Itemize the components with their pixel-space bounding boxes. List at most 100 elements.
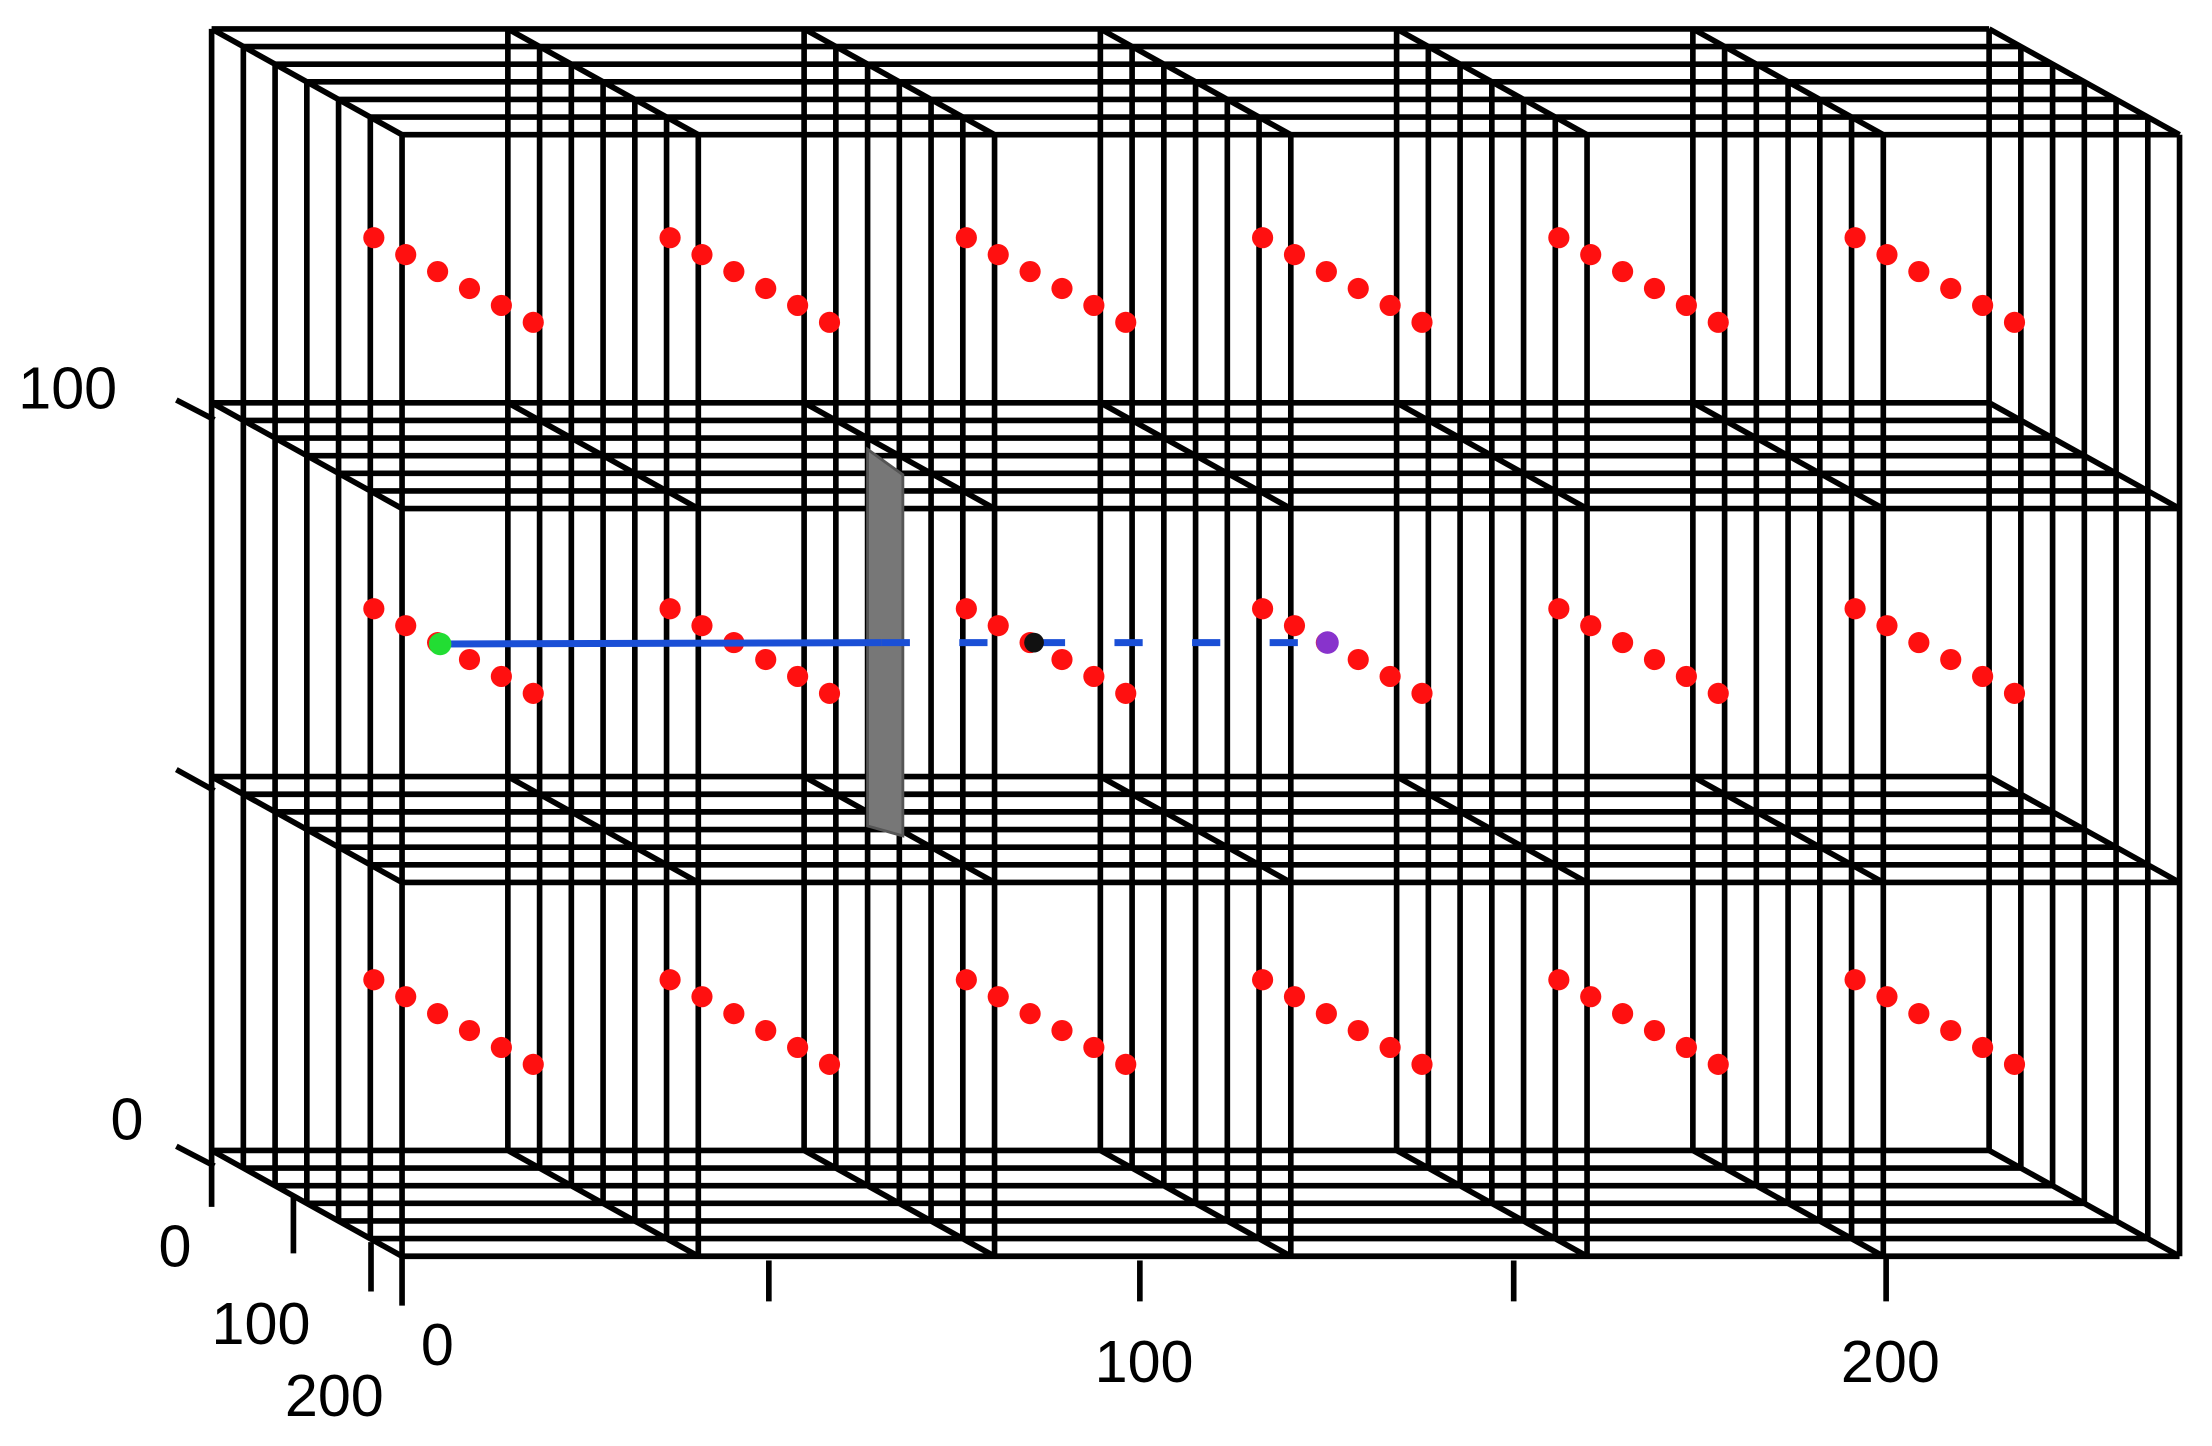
red-dot bbox=[1972, 1036, 1994, 1059]
red-dot bbox=[1612, 632, 1634, 654]
depth-frame-line bbox=[802, 1147, 996, 1259]
vertical-label: 0 bbox=[110, 1085, 143, 1152]
red-dot bbox=[818, 311, 841, 333]
depth-frame-line bbox=[1987, 1147, 2181, 1259]
red-dot bbox=[1411, 682, 1433, 704]
red-dot bbox=[787, 665, 809, 688]
red-dot bbox=[1115, 682, 1137, 704]
red-dot bbox=[987, 615, 1009, 637]
depth-frame-line bbox=[802, 400, 996, 512]
red-dot bbox=[522, 682, 544, 704]
depth-label: 200 bbox=[285, 1362, 384, 1429]
solid-blue-line bbox=[440, 639, 882, 648]
red-dot bbox=[2003, 311, 2026, 333]
red-dot bbox=[522, 1053, 544, 1075]
red-dot bbox=[1972, 294, 1994, 317]
depth-frame-line bbox=[1395, 400, 1589, 512]
red-dot bbox=[1908, 632, 1930, 654]
vertical-label: 100 bbox=[18, 355, 117, 422]
red-dot bbox=[1315, 1003, 1337, 1025]
red-dot bbox=[1019, 260, 1041, 283]
red-dot bbox=[1115, 1053, 1137, 1075]
red-dot bbox=[1643, 648, 1666, 671]
red-dot bbox=[787, 294, 809, 317]
red-dot bbox=[1115, 311, 1137, 333]
red-dot bbox=[1315, 260, 1337, 283]
depth-frame-line bbox=[1395, 1147, 1589, 1259]
red-dot bbox=[1019, 1003, 1041, 1025]
red-dot bbox=[955, 969, 977, 991]
red-dot bbox=[1548, 969, 1570, 991]
red-dot bbox=[955, 598, 977, 620]
red-dot bbox=[691, 986, 713, 1008]
red-dot bbox=[1707, 311, 1729, 333]
green-point bbox=[428, 632, 452, 656]
depth-label: 0 bbox=[158, 1212, 191, 1279]
red-dot bbox=[1548, 598, 1570, 620]
red-dot bbox=[395, 986, 417, 1008]
red-dot bbox=[1347, 1019, 1369, 1042]
depth-frame-line bbox=[210, 774, 404, 885]
red-dot bbox=[1876, 244, 1898, 266]
red-dot bbox=[1252, 227, 1274, 249]
red-dot bbox=[1283, 986, 1306, 1008]
red-dot bbox=[1083, 665, 1105, 688]
red-dot bbox=[1876, 986, 1898, 1008]
red-dot bbox=[723, 1003, 745, 1025]
depth-frame-line bbox=[506, 1147, 700, 1259]
depth-frame-line bbox=[1987, 774, 2181, 885]
depth-frame-line bbox=[1098, 400, 1293, 512]
red-dot bbox=[1379, 1036, 1401, 1059]
depth-frame-line bbox=[1098, 1147, 1293, 1259]
red-dot bbox=[1051, 1019, 1073, 1042]
x-label: 100 bbox=[1095, 1328, 1194, 1395]
red-dot bbox=[1675, 665, 1697, 688]
red-dot bbox=[659, 598, 681, 620]
vertical-tick bbox=[175, 1143, 216, 1169]
red-dots bbox=[363, 227, 2026, 1075]
red-dot bbox=[1411, 1053, 1433, 1075]
red-dot bbox=[1083, 294, 1105, 317]
red-dot bbox=[1283, 615, 1306, 637]
red-dot bbox=[1580, 615, 1602, 637]
red-dot bbox=[818, 1053, 841, 1075]
depth-frame-line bbox=[1395, 774, 1589, 885]
depth-frame-line bbox=[210, 26, 404, 138]
red-dot bbox=[818, 682, 841, 704]
red-dot bbox=[1548, 227, 1570, 249]
depth-frame-line bbox=[1691, 400, 1885, 512]
red-dot bbox=[1707, 682, 1729, 704]
red-dot bbox=[1580, 986, 1602, 1008]
red-dot bbox=[723, 260, 745, 283]
red-dot bbox=[1347, 277, 1369, 300]
red-dot bbox=[1940, 277, 1962, 300]
red-dot bbox=[987, 244, 1009, 266]
red-dot bbox=[363, 969, 385, 991]
depth-frame-line bbox=[1098, 26, 1293, 138]
red-dot bbox=[427, 260, 449, 283]
red-dot bbox=[363, 227, 385, 249]
red-dot bbox=[1908, 1003, 1930, 1025]
depth-frame-line bbox=[1691, 26, 1885, 138]
red-dot bbox=[363, 598, 385, 620]
depth-frame-line bbox=[1691, 774, 1885, 885]
red-dot bbox=[987, 986, 1009, 1008]
red-dot bbox=[755, 277, 777, 300]
axis-ticks bbox=[174, 397, 1889, 1306]
red-dot bbox=[1612, 260, 1634, 283]
red-dot bbox=[1347, 648, 1369, 671]
red-dot bbox=[1411, 311, 1433, 333]
red-dot bbox=[755, 648, 777, 671]
red-dot bbox=[490, 665, 512, 688]
depth-frame-line bbox=[506, 774, 700, 885]
red-dot bbox=[490, 294, 512, 317]
purple-point bbox=[1316, 631, 1339, 654]
red-dot bbox=[1252, 598, 1274, 620]
depth-frame-line bbox=[802, 26, 996, 138]
red-dot bbox=[1675, 1036, 1697, 1059]
red-dot bbox=[1876, 615, 1898, 637]
depth-frame-line bbox=[506, 400, 700, 512]
red-dot bbox=[1675, 294, 1697, 317]
